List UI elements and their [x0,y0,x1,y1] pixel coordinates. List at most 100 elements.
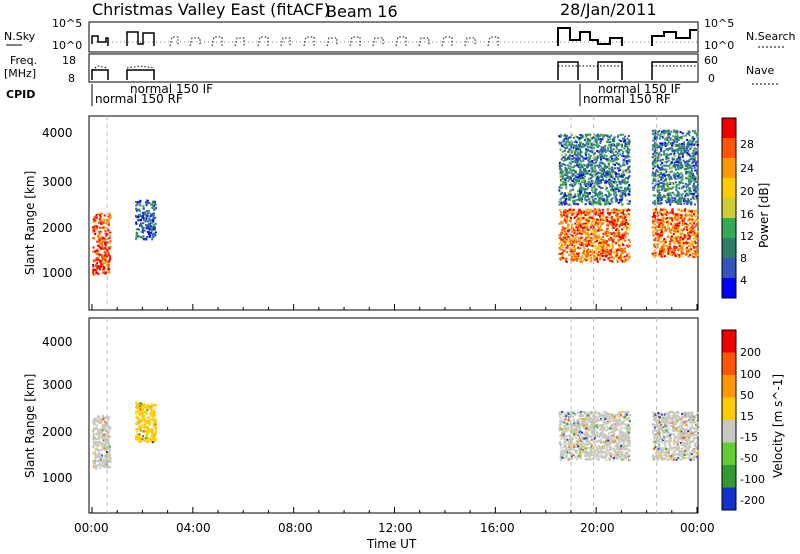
power-range-cell [673,216,676,219]
power-range-cell [686,183,689,186]
power-range-cell [572,257,575,260]
velocity-range-cell [135,412,138,415]
power-range-cell [97,273,100,276]
velocity-range-cell [138,424,141,427]
power-range-cell [680,172,683,175]
power-range-cell [569,142,572,144]
velocity-range-cell [93,460,96,463]
power-range-cell [581,231,584,234]
power-range-cell [99,268,102,271]
power-range-cell [674,139,677,142]
power-range-cell [625,199,628,201]
power-range-cell [609,217,612,219]
power-range-cell [685,226,688,228]
power-range-cell [606,149,609,152]
power-range-cell [680,198,683,201]
power-range-cell [584,152,587,155]
power-range-cell [581,166,584,169]
power-range-cell [601,149,604,152]
power-range-cell [561,256,564,259]
power-range-cell [691,218,694,221]
power-range-cell [665,229,668,232]
power-range-cell [598,222,601,224]
power-range-cell [669,182,671,184]
power-range-cell [693,160,696,163]
power-range-cell [666,188,669,191]
power-range-cell [621,180,624,183]
velocity-range-cell [150,434,153,437]
power-range-cell [628,144,630,147]
power-range-cell [600,179,603,182]
velocity-range-cell [106,426,109,429]
colorbar-swatch [722,238,736,258]
velocity-range-cell [590,446,593,449]
power-range-cell [565,138,568,140]
power-range-cell [693,179,696,182]
power-range-cell [590,260,593,262]
date-label: 28/Jan/2011 [560,0,657,19]
velocity-range-cell [140,412,143,415]
velocity-range-cell [108,455,111,458]
colorbar-swatch [722,158,736,178]
power-range-cell [585,219,588,222]
power-range-cell [564,241,567,244]
velocity-range-cell [92,433,95,436]
velocity-range-cell [627,453,630,456]
power-range-cell [574,170,577,173]
power-range-cell [592,218,595,221]
power-range-cell [687,231,690,234]
velocity-range-cell [137,411,140,413]
power-range-cell [676,151,679,154]
power-range-cell [697,175,699,178]
power-range-cell [108,242,111,245]
power-range-cell [688,160,691,163]
power-range-cell [696,144,699,146]
beam-label: Beam 16 [326,2,398,21]
power-range-cell [585,256,588,259]
power-range-cell [679,131,682,134]
power-range-cell [578,229,581,232]
power-range-cell [587,253,590,256]
freq-left-tick-low: 8 [68,72,75,85]
power-range-cell [658,166,661,169]
power-range-cell [689,253,692,256]
power-range-cell [571,223,574,226]
power-range-cell [613,186,616,189]
power-range-cell [584,185,587,187]
power-range-cell [587,139,590,142]
power-range-cell [574,248,576,251]
power-range-cell [624,194,627,197]
power-range-cell [677,213,680,216]
power-range-cell [667,250,670,253]
power-range-cell [569,194,572,197]
velocity-range-cell [142,418,145,421]
power-range-cell [586,164,589,167]
power-range-cell [619,180,622,183]
power-range-cell [558,247,561,250]
power-range-cell [610,253,612,256]
power-range-cell [609,232,612,234]
power-range-cell [583,187,586,190]
power-range-cell [92,226,95,229]
velocity-range-cell [92,430,95,433]
power-range-cell [623,135,626,138]
velocity-range-cell [144,424,147,427]
power-range-cell [619,235,622,238]
cpid-row: CPID normal 150 RF normal 150 IF normal … [6,82,681,106]
power-range-cell [95,216,98,219]
power-range-cell [624,189,627,192]
power-range-cell [606,220,609,223]
power-range-cell [617,186,620,189]
power-range-cell [562,228,565,231]
power-range-cell [614,253,617,256]
power-range-cell [610,150,613,153]
power-range-cell [140,230,143,233]
velocity-range-cell [603,428,606,431]
power-range-cell [573,246,576,249]
velocity-range-cell [137,422,140,425]
power-range-cell [616,221,619,224]
power-range-cell [594,197,597,200]
power-range-cell [622,174,625,177]
power-range-cell [682,252,685,255]
power-range-cell [590,233,593,236]
